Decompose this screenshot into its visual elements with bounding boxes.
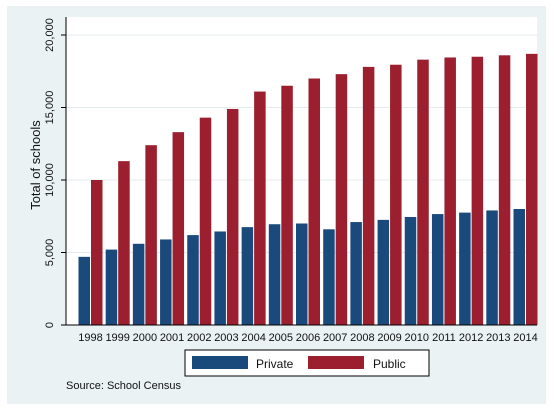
bar-private-2005 [268, 224, 281, 325]
bar-private-2000 [132, 243, 145, 325]
x-tick-label: 2004 [241, 332, 265, 344]
x-tick-label: 2003 [214, 332, 238, 344]
bar-private-2008 [350, 222, 362, 325]
x-tick-label: 1999 [105, 332, 129, 344]
legend-swatch-public [308, 356, 364, 369]
bar-public-2000 [145, 145, 157, 325]
x-tick-label: 2014 [513, 332, 537, 344]
bars [78, 53, 538, 326]
bar-private-2006 [296, 223, 308, 325]
y-tick-label: 20,000 [44, 18, 56, 52]
bar-public-1998 [91, 180, 103, 325]
bar-public-1999 [118, 161, 130, 325]
bar-private-1999 [105, 249, 118, 325]
bar-public-2003 [226, 108, 239, 325]
bar-public-2011 [444, 57, 456, 325]
bar-private-2012 [459, 212, 471, 325]
legend-label-public: Public [373, 357, 406, 371]
bar-private-2002 [187, 235, 199, 325]
bar-private-1998 [78, 256, 90, 325]
bar-public-2009 [390, 64, 402, 325]
bar-private-2013 [486, 210, 498, 325]
bar-public-2008 [362, 66, 375, 326]
axes: 0 5,000 10,000 15,000 20,000 1998 1999 2000 2001… [44, 17, 538, 344]
bar-private-2003 [214, 231, 226, 325]
bar-public-2014 [526, 53, 538, 325]
bar-public-2013 [498, 55, 511, 326]
x-tick-label: 2008 [350, 332, 374, 344]
x-tick-label: 2001 [160, 332, 184, 344]
bar-public-2004 [254, 91, 266, 325]
source-note: Source: School Census [66, 380, 181, 392]
x-tick-label: 2013 [486, 332, 510, 344]
legend-label-private: Private [256, 357, 294, 371]
bar-public-2001 [172, 132, 185, 325]
bar-public-2012 [471, 56, 484, 325]
y-tick-label: 0 [44, 322, 56, 328]
bar-public-2002 [199, 117, 212, 326]
x-tick-label: 2002 [187, 332, 211, 344]
x-tick-label: 2007 [323, 332, 347, 344]
bar-private-2007 [323, 229, 335, 325]
bar-public-2006 [308, 78, 320, 325]
bar-public-2010 [417, 59, 429, 326]
y-tick-label: 15,000 [44, 91, 56, 125]
legend: Private Public [184, 349, 430, 377]
bar-public-2007 [335, 74, 348, 326]
x-tick-label: 2006 [296, 332, 320, 344]
bar-private-2014 [513, 209, 525, 325]
y-tick-label: 10,000 [44, 163, 56, 197]
bar-private-2004 [241, 227, 254, 325]
bar-public-2005 [281, 85, 293, 325]
x-tick-label: 2005 [269, 332, 293, 344]
x-tick-label: 2000 [133, 332, 157, 344]
bar-private-2011 [431, 214, 444, 325]
bar-private-2001 [160, 239, 172, 325]
y-tick-label: 5,000 [44, 239, 56, 267]
legend-swatch-private [192, 356, 248, 369]
x-tick-label: 2010 [405, 332, 429, 344]
x-tick-label: 1998 [78, 332, 102, 344]
x-tick-label: 2009 [377, 332, 401, 344]
x-tick-label: 2011 [432, 332, 456, 344]
bar-private-2009 [377, 219, 390, 325]
bar-private-2010 [404, 216, 417, 325]
y-axis-label: Total of schools [28, 120, 43, 210]
x-tick-label: 2012 [459, 332, 483, 344]
